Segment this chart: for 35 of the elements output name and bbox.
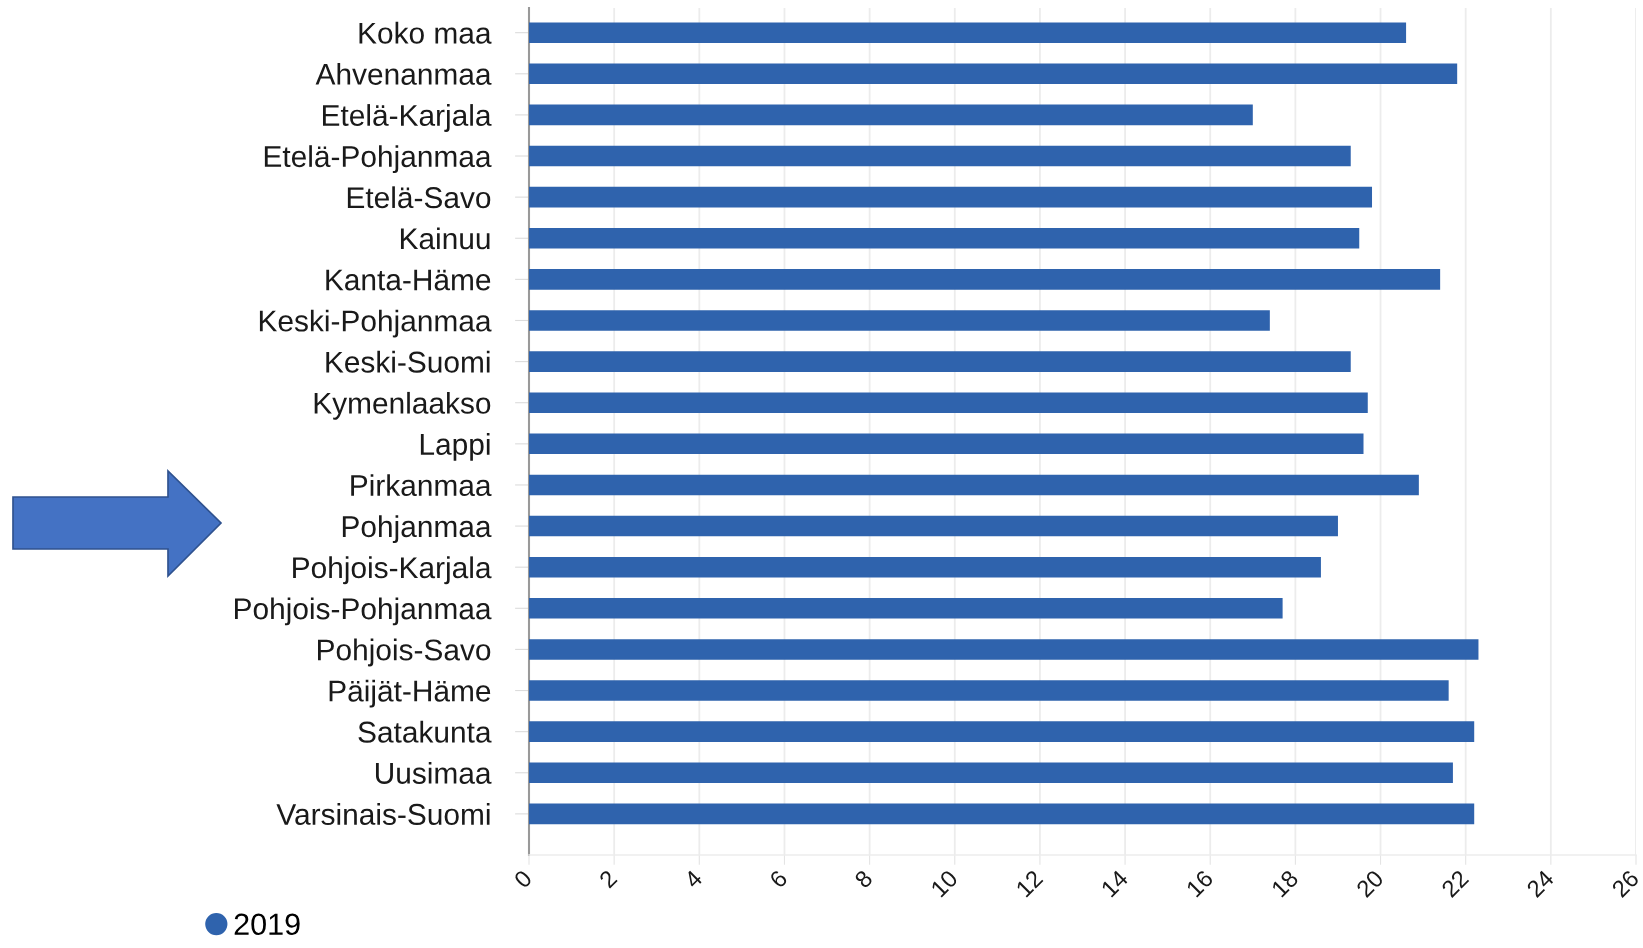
y-tick-label: Keski-Pohjanmaa [259, 309, 492, 338]
y-tick-label: Etelä-Karjala [323, 104, 492, 132]
x-tick-label: 6 [768, 869, 789, 889]
y-tick-label: Pirkanmaa [351, 474, 492, 497]
y-tick-label: Kanta-Häme [326, 269, 491, 291]
x-tick-label: 8 [853, 869, 874, 889]
y-tick-label: Varsinais-Suomi [276, 803, 490, 825]
y-tick-label: Pohjois-Karjala [293, 556, 492, 585]
y-tick-label: Ahvenanmaa [315, 62, 492, 85]
x-tick-label: 0 [513, 869, 533, 889]
y-tick-label: Päijät-Häme [329, 679, 491, 708]
y-tick-label: Kainuu [400, 227, 490, 250]
y-tick-label: Pohjanmaa [342, 515, 492, 544]
x-tick-label: 22 [1440, 869, 1470, 898]
y-tick-label: Kymenlaakso [314, 391, 491, 420]
x-tick-label: 2 [598, 869, 618, 889]
x-tick-label: 18 [1270, 869, 1300, 898]
x-tick-label: 14 [1100, 869, 1129, 898]
y-tick-label: Pohjois-Pohjanmaa [235, 597, 492, 626]
y-tick-label: Lappi [420, 433, 490, 461]
y-tick-label: Uusimaa [375, 761, 492, 784]
legend-label: 2019 [234, 913, 300, 936]
x-tick-label: 4 [683, 869, 704, 890]
y-tick-label: Etelä-Pohjanmaa [264, 145, 492, 174]
y-tick-label: Etelä-Savo [347, 186, 491, 209]
x-tick-label: 20 [1355, 869, 1385, 899]
y-tick-label: Keski-Suomi [326, 350, 490, 373]
x-tick-label: 16 [1185, 869, 1214, 898]
y-tick-label: Satakunta [358, 720, 492, 743]
x-tick-label: 24 [1525, 868, 1555, 898]
y-tick-label: Pohjois-Savo [318, 638, 491, 667]
x-tick-label: 12 [1015, 869, 1044, 898]
x-tick-label: 10 [930, 869, 959, 898]
y-tick-label: Koko maa [359, 21, 492, 44]
x-tick-label: 26 [1610, 869, 1640, 899]
